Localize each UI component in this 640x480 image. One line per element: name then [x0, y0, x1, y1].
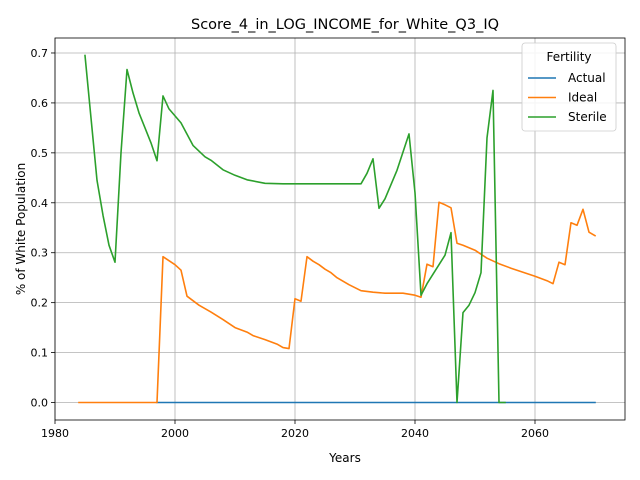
legend-title: Fertility [546, 50, 591, 64]
x-tick-label: 2000 [161, 427, 189, 440]
axes-frame [54, 37, 626, 421]
ticks: 1980 2000 2020 2040 2060 0.0 0.1 0.2 0.3 0.4 0.5 0.… [31, 47, 550, 440]
x-tick-label: 2060 [521, 427, 549, 440]
series-line-sterile [84, 54, 506, 404]
series-layer [78, 54, 597, 404]
y-tick-label: 0.4 [31, 197, 49, 210]
chart-title: Score_4_in_LOG_INCOME_for_White_Q3_IQ [191, 17, 499, 33]
y-tick-label: 0.5 [31, 147, 49, 160]
legend-label-actual: Actual [568, 71, 606, 85]
x-tick-label: 2020 [281, 427, 309, 440]
legend-entries: Actual Ideal Sterile [528, 71, 607, 124]
y-axis-label: % of White Population [14, 163, 28, 295]
y-tick-label: 0.0 [31, 397, 49, 410]
legend-label-ideal: Ideal [568, 91, 597, 105]
y-tick-label: 0.6 [31, 97, 49, 110]
x-axis-label: Years [328, 451, 361, 465]
legend-box [521, 42, 617, 132]
legend-label-sterile: Sterile [568, 110, 607, 124]
series-line-ideal [78, 201, 597, 404]
x-tick-label: 2040 [401, 427, 429, 440]
x-tick-label: 1980 [41, 427, 69, 440]
y-tick-label: 0.7 [31, 47, 49, 60]
y-tick-label: 0.2 [31, 297, 49, 310]
y-tick-label: 0.3 [31, 247, 49, 260]
legend: Fertility Actual Ideal Sterile [521, 42, 617, 132]
y-tick-label: 0.1 [31, 347, 49, 360]
grid [54, 38, 625, 420]
